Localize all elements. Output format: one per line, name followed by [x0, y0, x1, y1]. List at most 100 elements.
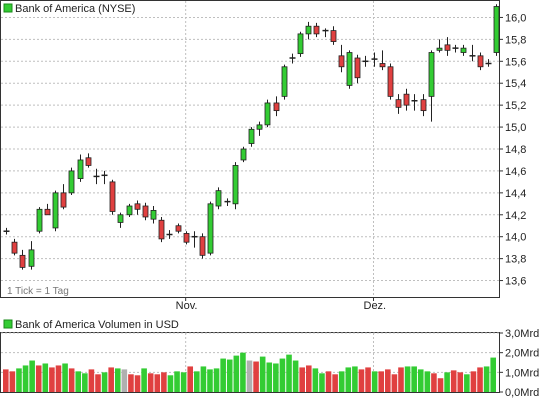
candle-body	[126, 205, 133, 216]
price-x-tick-label: Nov.	[176, 300, 198, 312]
volume-bar	[404, 366, 411, 392]
volume-bar	[200, 366, 207, 392]
candle-body	[44, 208, 51, 216]
price-y-tick-label: 14,2	[505, 210, 526, 222]
volume-bar	[82, 373, 88, 392]
price-gridlines	[1, 1, 499, 297]
volume-bar	[305, 365, 312, 392]
candle-body	[240, 148, 247, 161]
volume-bar	[207, 369, 213, 392]
volume-bar	[352, 366, 358, 392]
candle-body	[85, 157, 92, 166]
volume-bar	[49, 367, 55, 392]
candle-body	[395, 99, 402, 108]
candle-body	[215, 190, 222, 207]
volume-bar	[312, 368, 319, 392]
volume-legend-swatch	[3, 319, 13, 329]
candle-body	[338, 55, 345, 68]
candlestick-series	[3, 4, 500, 270]
volume-y-tick-label: 2,0Mrd	[505, 348, 539, 360]
candle-body	[52, 192, 59, 229]
volume-bar	[194, 371, 200, 392]
volume-bar	[233, 355, 240, 392]
candle-body	[297, 33, 304, 55]
candle-body	[134, 203, 141, 210]
volume-bar	[338, 371, 345, 392]
volume-bar	[55, 365, 62, 392]
volume-bar	[286, 354, 292, 392]
price-y-tick-label: 14,0	[505, 232, 526, 244]
volume-bar	[417, 369, 424, 392]
volume-bar	[240, 352, 246, 392]
volume-bar	[141, 368, 147, 392]
volume-bar	[167, 375, 174, 392]
volume-bar	[174, 371, 180, 392]
price-legend-swatch	[3, 3, 13, 13]
volume-bar	[431, 373, 437, 392]
volume-bar	[16, 368, 22, 392]
volume-y-tick-label: 1,0Mrd	[505, 367, 539, 379]
volume-bar	[325, 371, 332, 392]
candle-body	[207, 203, 214, 254]
volume-bar	[101, 372, 108, 392]
volume-bar	[450, 370, 457, 392]
volume-bar	[114, 368, 121, 392]
volume-bar	[220, 358, 226, 392]
volume-bar	[358, 369, 365, 392]
candle-body	[158, 219, 165, 240]
volume-bar	[95, 374, 101, 392]
candle-body	[256, 124, 263, 130]
price-y-tick-label: 15,6	[505, 56, 526, 68]
volume-bar	[108, 367, 114, 392]
candle-body	[387, 66, 394, 97]
price-x-tick-label: Dez.	[364, 300, 387, 312]
volume-bar	[154, 374, 161, 392]
price-y-tick-label: 14,8	[505, 144, 526, 156]
volume-bar	[62, 363, 68, 392]
volume-bar	[3, 369, 9, 392]
candle-body	[477, 55, 484, 68]
volume-bar	[128, 374, 134, 392]
candle-body	[19, 254, 26, 268]
volume-bar	[121, 369, 128, 392]
volume-bar	[134, 375, 141, 392]
candle-body	[403, 93, 410, 106]
volume-bar	[411, 366, 417, 392]
candle-body	[142, 205, 149, 218]
candle-body	[330, 30, 337, 42]
candle-body	[150, 209, 157, 220]
candle-body	[232, 165, 239, 205]
price-y-tick-label: 15,2	[505, 100, 526, 112]
volume-bar	[213, 368, 220, 392]
candle-body	[117, 214, 124, 223]
price-x-axis: Nov. Dez.	[176, 297, 386, 312]
volume-bar	[477, 367, 483, 392]
candle-body	[68, 170, 75, 194]
volume-bar	[273, 363, 279, 392]
volume-bar	[444, 372, 450, 392]
volume-bar	[437, 378, 444, 392]
candle-body	[273, 102, 280, 112]
candle-body	[313, 25, 320, 35]
volume-bar	[253, 361, 259, 392]
volume-bar	[378, 371, 385, 392]
candle-body	[175, 225, 182, 232]
volume-bar	[259, 356, 266, 392]
volume-bar	[332, 374, 338, 392]
candle-body	[444, 44, 451, 51]
candle-body	[183, 233, 190, 243]
volume-y-axis: 0,0Mrd 1,0Mrd 2,0Mrd 3,0Mrd	[499, 328, 539, 399]
volume-bar	[88, 369, 95, 392]
candle-body	[264, 102, 271, 126]
candle-body	[36, 208, 43, 232]
price-y-axis: 13,6 13,8 14,0 14,2 14,4 14,6 14,8 15,0 15,2 15,4…	[499, 12, 526, 288]
candle-body	[354, 57, 361, 79]
price-y-tick-label: 15,8	[505, 34, 526, 46]
volume-bar	[490, 357, 496, 392]
volume-y-tick-label: 0,0Mrd	[505, 387, 539, 399]
candle-body	[493, 6, 500, 53]
volume-bar	[385, 369, 391, 392]
volume-bar	[75, 371, 82, 392]
volume-bar	[292, 360, 299, 392]
